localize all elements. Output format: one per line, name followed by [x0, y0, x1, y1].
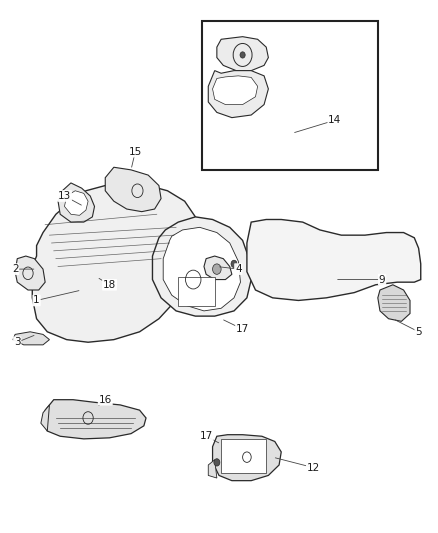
Polygon shape — [43, 400, 146, 439]
Circle shape — [214, 459, 220, 466]
Text: 18: 18 — [103, 280, 116, 290]
Polygon shape — [152, 217, 251, 316]
Polygon shape — [58, 183, 95, 222]
Text: 5: 5 — [415, 327, 422, 337]
Polygon shape — [208, 71, 268, 118]
Circle shape — [212, 264, 221, 274]
Text: 15: 15 — [129, 147, 142, 157]
Polygon shape — [217, 37, 268, 71]
Text: 14: 14 — [328, 115, 342, 125]
Text: 3: 3 — [14, 337, 21, 347]
Text: 16: 16 — [99, 395, 112, 405]
Polygon shape — [41, 405, 49, 431]
Bar — [178, 277, 215, 306]
Polygon shape — [105, 167, 161, 212]
Text: 1: 1 — [33, 295, 40, 305]
Text: 4: 4 — [235, 264, 242, 274]
Polygon shape — [13, 332, 49, 345]
Circle shape — [231, 260, 237, 268]
Polygon shape — [247, 220, 421, 301]
Polygon shape — [15, 256, 45, 290]
Circle shape — [240, 52, 245, 58]
Text: 2: 2 — [12, 264, 18, 274]
Text: 9: 9 — [379, 274, 385, 285]
Text: 17: 17 — [236, 324, 249, 334]
Polygon shape — [163, 228, 240, 311]
Polygon shape — [204, 256, 232, 280]
Text: 13: 13 — [58, 191, 71, 201]
Polygon shape — [64, 191, 88, 215]
Text: 12: 12 — [307, 463, 320, 473]
Bar — [202, 21, 378, 170]
Bar — [221, 439, 266, 473]
Polygon shape — [212, 435, 281, 481]
Polygon shape — [212, 76, 258, 104]
Polygon shape — [208, 460, 217, 478]
Text: 17: 17 — [199, 431, 213, 441]
Polygon shape — [32, 183, 200, 342]
Polygon shape — [378, 285, 410, 321]
